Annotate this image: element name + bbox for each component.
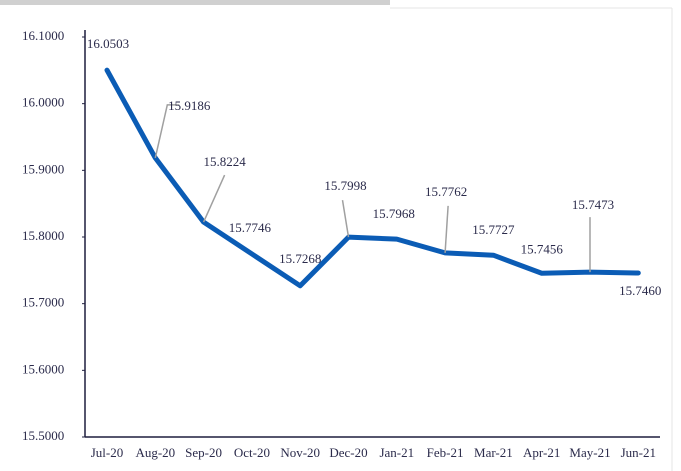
y-tick-label: 15.7000 [22,295,64,310]
data-label: 15.7998 [324,178,366,193]
x-tick-label: Oct-20 [234,445,270,460]
data-label: 15.7268 [279,251,321,266]
data-label: 15.7746 [229,220,272,235]
x-tick-label: Jul-20 [91,445,124,460]
data-label: 15.7473 [572,197,614,212]
x-tick-label: Aug-20 [135,445,175,460]
data-label: 15.7762 [425,184,467,199]
x-tick-label: Apr-21 [523,445,560,460]
y-tick-label: 15.8000 [22,228,64,243]
leader-line [154,104,180,159]
x-tick-label: Mar-21 [474,445,513,460]
data-label: 15.7727 [472,222,515,237]
data-label: 16.0503 [87,36,129,51]
data-label: 15.9186 [168,98,211,113]
y-tick-label: 16.1000 [22,28,64,43]
y-tick-label: 15.5000 [22,428,64,443]
line-series [104,67,641,289]
leader-line [202,174,226,223]
y-tick-label: 15.9000 [22,161,64,176]
x-tick-label: Feb-21 [427,445,464,460]
x-tick-label: Jan-21 [379,445,414,460]
y-tick-label: 16.0000 [22,95,64,110]
x-tick-label: Jun-21 [621,445,656,460]
data-label: 15.7456 [521,241,564,256]
x-tick-label: Nov-20 [280,445,320,460]
leader-line [444,205,449,253]
y-tick-label: 15.6000 [22,361,64,376]
x-tick-label: Dec-20 [329,445,367,460]
x-tick-label: Sep-20 [185,445,222,460]
top-bar [0,0,390,5]
leader-line [341,200,350,238]
data-label: 15.7968 [373,206,415,221]
data-label: 15.8224 [203,154,246,169]
data-label: 15.7460 [619,283,661,298]
x-tick-label: May-21 [569,445,610,460]
